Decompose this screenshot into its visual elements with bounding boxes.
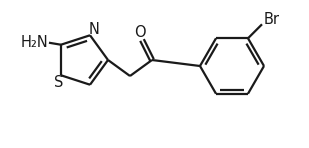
Text: O: O	[134, 25, 146, 40]
Text: S: S	[54, 75, 64, 90]
Text: N: N	[89, 22, 99, 37]
Text: H₂N: H₂N	[21, 35, 49, 50]
Text: Br: Br	[264, 12, 280, 27]
